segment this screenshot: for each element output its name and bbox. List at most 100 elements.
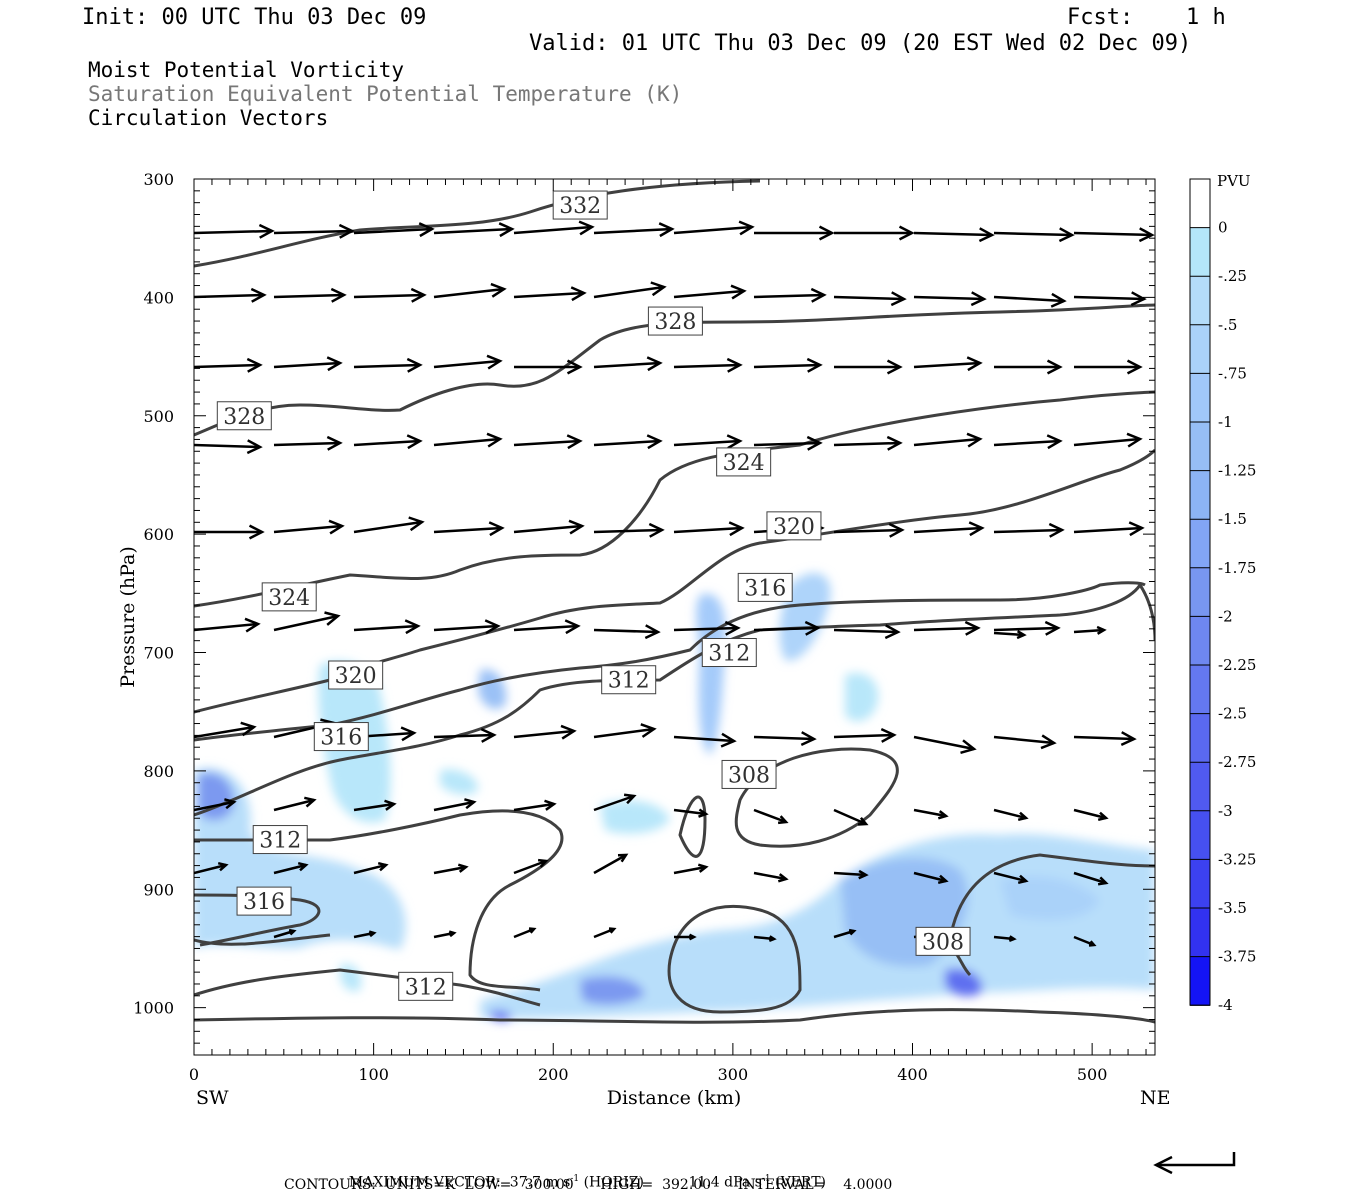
wind-vector-shaft [1073,808,1107,820]
colorbar-tick-label: -.5 [1218,316,1237,334]
wind-vector-shaft [513,729,575,739]
wind-vector-head [810,287,827,303]
wind-vector-shaft [1073,935,1095,947]
wind-vector-head [418,222,435,238]
colorbar-bin [1190,470,1210,520]
wind-vector-head [960,739,977,755]
wind-vector-head [568,519,585,535]
wind-vector-head [890,291,907,307]
y-tick-label: 300 [143,170,174,189]
wind-vector-head [1016,630,1027,640]
wind-vector-shaft [593,361,661,369]
wind-vector-head [1040,734,1057,750]
wind-vector-head [1097,876,1109,886]
contour-label-box [915,926,971,956]
wind-vector-head [970,291,987,307]
wind-vector-shaft [353,802,395,812]
contour-label: 332 [559,194,601,219]
wind-vector-shaft [513,927,535,939]
wind-vector-shaft [593,285,665,299]
wind-vector-shaft [673,865,707,875]
wind-vector-head [406,434,423,450]
contour-label: 308 [728,763,770,788]
wind-vector-shaft [913,231,993,237]
wind-vector-head [1138,227,1155,243]
contour-label: 324 [723,451,765,476]
wind-vector-shaft [913,808,947,818]
wind-vector-head [640,723,657,738]
wind-vector-shaft [1073,437,1141,447]
contour-label-box [716,447,772,477]
colorbar-bin [1190,713,1210,763]
title-vectors: Circulation Vectors [88,106,329,130]
colorbar-bin [1190,324,1210,374]
theta-es-contour [667,905,802,1014]
wind-vector-shaft [593,628,659,634]
wind-vector-shaft [993,935,1015,941]
wind-vector-shaft [913,526,983,534]
wind-vector-head [1046,434,1063,450]
contour-label-box [216,401,272,431]
mpv-region [440,769,479,795]
contour-label-box [252,825,308,855]
wind-vector-head [966,432,983,448]
colorbar-bin [1190,956,1210,1006]
contour-label-box [721,759,777,789]
wind-vector-head [570,286,587,302]
contour-label: 328 [223,405,265,430]
wind-vector-shaft [433,287,505,299]
wind-vector-head [1050,292,1067,308]
contour-label: 324 [268,586,310,611]
wind-vector-shaft [433,227,513,235]
wind-vector-head [968,521,985,537]
wind-vector-shaft [513,859,547,875]
wind-vector-shaft [353,863,387,875]
wind-vector-shaft [913,437,981,447]
wind-vector-shaft [194,725,255,739]
wind-vector-head [720,732,737,748]
colorbar-bin [1190,859,1210,909]
x-tick-label: 0 [189,1065,199,1084]
wind-vector-head [410,287,427,303]
wind-vector-head [288,928,297,936]
wind-vector-head [1130,291,1147,307]
wind-vector-shaft [913,361,981,369]
mpv-shading [194,573,1155,1021]
wind-vector-head [258,223,275,239]
wind-vector-shaft [673,808,707,816]
wind-vector-head [608,927,617,934]
wind-vector-head [726,434,743,450]
wind-vector-shaft [513,524,583,534]
mpv-region [340,964,362,992]
wind-vector-head [404,619,421,635]
colorbar-tick-label: -1.5 [1218,510,1247,528]
theta-es-contour [194,390,1155,608]
wind-vector-head [698,808,709,818]
mpv-region [580,976,645,1005]
theta-es-contour [194,581,1146,742]
colorbar-bin [1190,179,1210,229]
wind-vector-head [646,434,663,450]
wind-vector-head [858,869,869,880]
wind-vector-shaft [353,624,419,632]
wind-vector-head [697,863,709,873]
wind-vector-head [384,799,397,811]
y-tick-label: 1000 [133,999,174,1018]
wind-vector-head [480,727,497,743]
wind-vector-head [486,432,503,448]
contours-footer: CONTOURS: UNITS=K LOW= 300.00 HIGH= 392.… [284,1177,893,1193]
wind-vector-head [1008,935,1017,942]
wind-vector-head [560,724,577,740]
colorbar-tick-label: -1 [1218,413,1233,431]
wind-vector-shaft [513,624,579,632]
wind-vector-head [818,225,835,241]
colorbar-tick-label: -3.75 [1218,948,1256,966]
wind-vector-shaft [833,733,895,739]
wind-vector-head [658,222,675,238]
wind-vector-shaft [513,439,581,447]
wind-vector-head [724,620,741,636]
forecast-label: Fcst: [1067,5,1134,30]
wind-vector-shaft [1073,735,1135,741]
wind-vector-shaft [273,361,341,369]
